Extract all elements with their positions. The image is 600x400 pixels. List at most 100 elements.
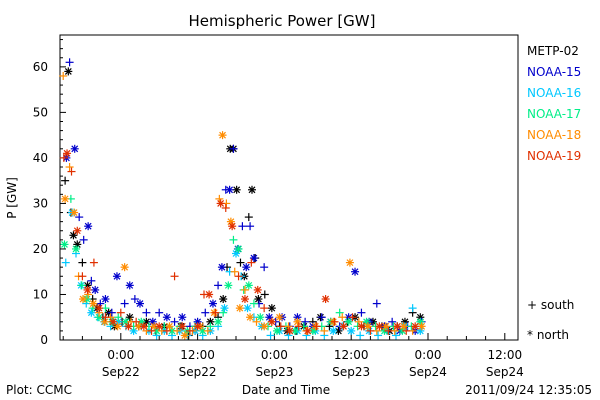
north-point [155, 322, 164, 331]
x-tick-date: Sep24 [486, 365, 524, 379]
plot-axes: 0 10 20 30 40 50 60 0:00 Sep22 12:00 Sep22 0:00 Sep2… [33, 34, 524, 379]
south-point [107, 308, 116, 317]
south-point [79, 235, 88, 244]
north-point [232, 185, 241, 194]
y-tick-label: 10 [33, 287, 48, 301]
south-point [170, 272, 179, 281]
south-point [294, 322, 303, 331]
x-tick-date: Sep22 [179, 365, 217, 379]
south-point [356, 331, 365, 340]
north-point [125, 281, 134, 290]
north-point [224, 281, 233, 290]
south-point [330, 317, 339, 326]
legend-entry: NOAA-16 [527, 86, 581, 100]
south-point [348, 313, 357, 322]
south-point [77, 281, 86, 290]
south-point [221, 203, 230, 212]
x-tick-time: 0:00 [107, 348, 134, 362]
north-point [303, 326, 312, 335]
south-point [236, 258, 245, 267]
north-point [248, 185, 256, 194]
north-point [178, 313, 187, 322]
north-point [73, 226, 82, 235]
south-point [87, 276, 96, 285]
south-point [82, 299, 91, 308]
legend-entry: NOAA-18 [527, 128, 581, 142]
north-point [63, 149, 72, 158]
south-point [59, 71, 68, 80]
x-tick-date: Sep23 [255, 365, 293, 379]
data-points [59, 58, 426, 340]
footer-plot-credit: Plot: CCMC [6, 383, 72, 397]
south-point [162, 326, 171, 335]
x-tick-date: Sep23 [332, 365, 370, 379]
south-point [230, 267, 239, 276]
south-point [266, 331, 275, 340]
north-point [87, 308, 96, 317]
north-point [344, 317, 353, 326]
south-point [244, 213, 253, 222]
north-point [84, 222, 93, 231]
north-point [79, 295, 88, 304]
north-point [334, 326, 343, 335]
south-point [61, 258, 70, 267]
north-point [218, 131, 227, 140]
north-point [351, 267, 360, 276]
south-point [276, 322, 285, 331]
north-point [235, 304, 244, 313]
south-point [374, 331, 383, 340]
south-point [301, 317, 310, 326]
north-point [60, 240, 69, 249]
south-point [335, 308, 344, 317]
south-point [234, 272, 243, 281]
south-point [130, 295, 139, 304]
marker-legend-entry: * north [527, 328, 569, 342]
south-point [357, 308, 366, 317]
south-point [252, 317, 261, 326]
south-point [173, 326, 182, 335]
south-point [78, 258, 87, 267]
y-tick-label: 40 [33, 151, 48, 165]
south-point [240, 285, 249, 294]
north-point [240, 295, 249, 304]
north-point [225, 185, 234, 194]
south-point [219, 308, 228, 317]
north-point [375, 322, 384, 331]
south-point [101, 313, 110, 322]
north-point [293, 317, 302, 326]
south-point [211, 308, 220, 317]
north-point [411, 322, 420, 331]
x-tick-time: 12:00 [180, 348, 215, 362]
north-point [329, 326, 338, 335]
south-point [84, 290, 93, 299]
south-point [392, 331, 400, 340]
footer-timestamp: 2011/09/24 12:35:05 [465, 383, 592, 397]
south-point [260, 263, 269, 272]
north-point [357, 322, 366, 331]
north-point [246, 313, 255, 322]
south-point [201, 308, 210, 317]
north-point [321, 295, 330, 304]
south-point [132, 317, 141, 326]
chart-title: Hemispheric Power [GW] [189, 12, 376, 30]
south-point [206, 322, 215, 331]
south-point [155, 308, 164, 317]
south-point [65, 58, 74, 67]
y-tick-label: 0 [40, 333, 48, 347]
south-point [408, 304, 417, 313]
south-point [120, 299, 129, 308]
legend-entry: NOAA-15 [527, 65, 581, 79]
south-point [320, 326, 329, 335]
south-point [317, 313, 326, 322]
legend-entry: NOAA-17 [527, 107, 581, 121]
x-tick-time: 0:00 [261, 348, 288, 362]
north-point [275, 313, 284, 322]
north-point [100, 317, 109, 326]
north-point [393, 322, 402, 331]
south-point [65, 163, 74, 172]
south-point [249, 299, 258, 308]
south-point [214, 281, 223, 290]
south-point [246, 222, 255, 231]
north-point [193, 322, 202, 331]
south-point [338, 313, 347, 322]
